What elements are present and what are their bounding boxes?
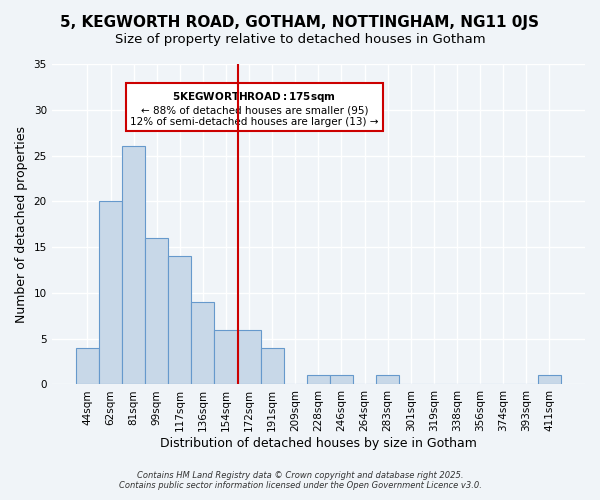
Bar	[214, 330, 238, 384]
Bar	[376, 376, 399, 384]
Bar	[330, 376, 353, 384]
Text: Size of property relative to detached houses in Gotham: Size of property relative to detached ho…	[115, 32, 485, 46]
Bar	[260, 348, 284, 385]
Bar	[145, 238, 168, 384]
Text: $\bf{5 KEGWORTH ROAD: 175sqm}$
← 88% of detached houses are smaller (95)
12% of : $\bf{5 KEGWORTH ROAD: 175sqm}$ ← 88% of …	[130, 90, 379, 127]
Text: Contains HM Land Registry data © Crown copyright and database right 2025.
Contai: Contains HM Land Registry data © Crown c…	[119, 470, 481, 490]
Bar	[76, 348, 99, 385]
Bar	[99, 202, 122, 384]
Bar	[538, 376, 561, 384]
Text: 5, KEGWORTH ROAD, GOTHAM, NOTTINGHAM, NG11 0JS: 5, KEGWORTH ROAD, GOTHAM, NOTTINGHAM, NG…	[61, 15, 539, 30]
Bar	[238, 330, 260, 384]
Bar	[122, 146, 145, 384]
X-axis label: Distribution of detached houses by size in Gotham: Distribution of detached houses by size …	[160, 437, 477, 450]
Bar	[307, 376, 330, 384]
Bar	[191, 302, 214, 384]
Bar	[168, 256, 191, 384]
Y-axis label: Number of detached properties: Number of detached properties	[15, 126, 28, 322]
